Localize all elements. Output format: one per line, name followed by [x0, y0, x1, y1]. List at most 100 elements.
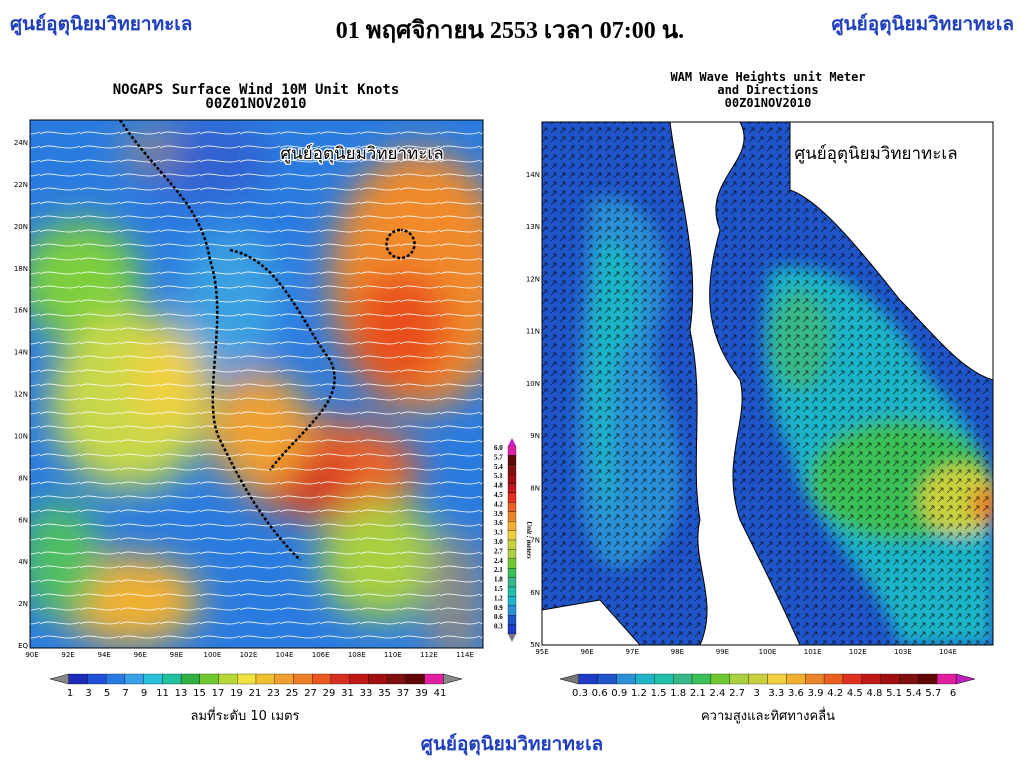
wind-legend: 1 3 5 7 9 11 13 15 17 19 21 23 25 27 29 31 33 35 37 39 41: [49, 673, 463, 699]
scale-swatch: [507, 577, 517, 588]
wind-watermark: ศูนย์อุตุนิยมวิทยาทะเล: [280, 144, 443, 164]
scale-label: 0.9: [494, 604, 503, 612]
legend-label: 9: [141, 688, 147, 699]
wave-title: WAM Wave Heights unit Meter: [670, 70, 865, 84]
scale-label: 4.8: [494, 482, 503, 490]
scale-swatch: [507, 596, 517, 606]
legend-swatch: [673, 673, 693, 685]
lat-label: 14N: [526, 171, 540, 179]
wave-frame: [541, 121, 994, 646]
lon-label: 92E: [61, 651, 74, 659]
legend-label: 1: [67, 688, 73, 699]
lon-label: 102E: [849, 648, 867, 656]
lat-label: 8N: [530, 484, 540, 492]
scale-swatch: [507, 455, 517, 465]
wave-title-2: and Directions: [717, 83, 818, 97]
wave-watermark: ศูนย์อุตุนิยมวิทยาทะเล: [794, 144, 957, 164]
legend-label: 25: [286, 688, 299, 699]
legend-label: 1.8: [670, 688, 686, 699]
legend-swatch: [805, 673, 825, 685]
scale-label: 3.3: [494, 529, 503, 537]
legend-label: 5: [104, 688, 110, 699]
lat-label: 14N: [14, 349, 28, 357]
lon-label: 104E: [939, 648, 957, 656]
scale-swatch: [507, 474, 517, 484]
legend-label: 33: [360, 688, 373, 699]
legend-label: 2.7: [729, 688, 745, 699]
legend-swatch: [274, 673, 294, 685]
legend-label: 17: [212, 688, 225, 699]
legend-swatch: [218, 673, 238, 685]
wind-title-time: 00Z01NOV2010: [205, 96, 306, 112]
lon-label: 94E: [97, 651, 110, 659]
scale-label: 3.0: [494, 538, 503, 546]
legend-label: 13: [175, 688, 188, 699]
scale-swatch: [507, 615, 517, 625]
wave-title-time: 00Z01NOV2010: [725, 96, 812, 110]
wind-title: NOGAPS Surface Wind 10M Unit Knots: [113, 82, 400, 98]
header-left: ศูนย์อุตุนิยมวิทยาทะเล: [10, 13, 192, 36]
lon-label: 90E: [25, 651, 38, 659]
scale-swatch: [507, 521, 517, 531]
header-date: 01 พฤศจิกายน 2553 เวลา 07:00 น.: [336, 18, 684, 44]
wind-field: [30, 120, 483, 648]
legend-swatch: [237, 673, 257, 685]
lon-label: 95E: [535, 648, 548, 656]
legend-swatch: [635, 673, 655, 685]
legend-label: 19: [230, 688, 243, 699]
legend-swatch: [124, 673, 144, 685]
scale-label: 2.4: [494, 557, 503, 565]
lon-label: 96E: [134, 651, 147, 659]
legend-label: 37: [397, 688, 410, 699]
wave-scale: 6.05.7 5.45.1 4.84.54.2 3.93.6 3.33.02.7 2.42…: [494, 438, 517, 642]
legend-label: 29: [323, 688, 336, 699]
legend-swatch: [106, 673, 126, 685]
legend-swatch: [654, 673, 674, 685]
scale-label: 3.9: [494, 510, 503, 518]
scale-swatch: [507, 539, 517, 550]
lon-label: 97E: [626, 648, 639, 656]
legend-swatch: [180, 673, 200, 685]
lon-label: 102E: [240, 651, 258, 659]
lat-label: 20N: [14, 223, 28, 231]
legend-arrow: [443, 673, 463, 685]
scale-label: 5.7: [494, 453, 503, 461]
legend-label: 0.9: [611, 688, 627, 699]
legend-swatch: [767, 673, 787, 685]
scale-swatch: [507, 511, 517, 522]
legend-arrow: [955, 673, 976, 685]
legend-label: 3.3: [768, 688, 784, 699]
lat-label: 12N: [14, 391, 28, 399]
legend-swatch: [405, 673, 425, 685]
legend-swatch: [386, 673, 406, 685]
lon-label: 101E: [804, 648, 822, 656]
legend-swatch: [937, 673, 957, 685]
legend-swatch: [861, 673, 881, 685]
lat-label: 4N: [18, 558, 28, 566]
scale-label: 2.1: [494, 566, 503, 574]
legend-swatch: [199, 673, 219, 685]
lat-label: 9N: [530, 432, 540, 440]
legend-swatch: [710, 673, 730, 685]
lat-label: 16N: [14, 307, 28, 315]
scale-label: 2.7: [494, 547, 503, 555]
legend-label: 4.5: [847, 688, 863, 699]
lat-label: 11N: [526, 328, 540, 336]
legend-swatch: [918, 673, 938, 685]
scale-swatch: [507, 445, 517, 456]
land: [542, 599, 641, 645]
wind-frame: [29, 119, 484, 649]
scale-swatch: [507, 464, 517, 475]
scale-swatch: [507, 502, 517, 512]
legend-label: 2.1: [690, 688, 706, 699]
legend-swatch: [616, 673, 636, 685]
wave-field: [542, 122, 993, 645]
lat-label: 5N: [530, 641, 540, 649]
legend-swatch: [162, 673, 182, 685]
land: [669, 122, 801, 645]
lon-label: 104E: [276, 651, 294, 659]
lat-label: 8N: [18, 474, 28, 482]
lat-label: 2N: [18, 600, 28, 608]
legend-swatch: [597, 673, 617, 685]
legend-label: 11: [156, 688, 169, 699]
